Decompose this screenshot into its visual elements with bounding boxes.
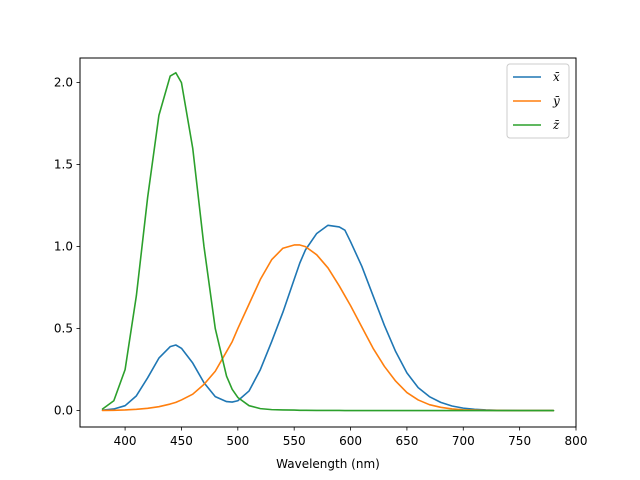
legend-label: z̄ — [552, 118, 560, 132]
y-tick-label: 2.0 — [54, 76, 73, 90]
x-axis-label: Wavelength (nm) — [276, 457, 380, 471]
x-tick-label: 600 — [339, 434, 362, 448]
y-tick-label: 0.0 — [54, 404, 73, 418]
x-tick-label: 450 — [170, 434, 193, 448]
series-layer — [101, 71, 555, 412]
x-tick-label: 500 — [226, 434, 249, 448]
x-tick-label: 800 — [565, 434, 588, 448]
x-tick-label: 700 — [452, 434, 475, 448]
series-line-3 — [101, 71, 555, 412]
y-tick-label: 1.0 — [54, 240, 73, 254]
legend-label: ȳ — [552, 94, 560, 108]
y-axis: 0.0 0.5 1.0 1.5 2.0 — [54, 76, 80, 418]
series-line-1 — [101, 224, 555, 412]
legend: x̄ ȳ z̄ — [506, 63, 570, 139]
x-tick-label: 750 — [508, 434, 531, 448]
axes-frame — [79, 57, 577, 428]
legend-label: x̄ — [553, 70, 560, 84]
x-tick-label: 550 — [283, 434, 306, 448]
x-tick-label: 650 — [395, 434, 418, 448]
y-tick-label: 1.5 — [54, 158, 73, 172]
x-axis: 400 450 500 550 600 650 700 750 800 — [114, 427, 588, 448]
y-tick-label: 0.5 — [54, 322, 73, 336]
x-tick-label: 400 — [114, 434, 137, 448]
